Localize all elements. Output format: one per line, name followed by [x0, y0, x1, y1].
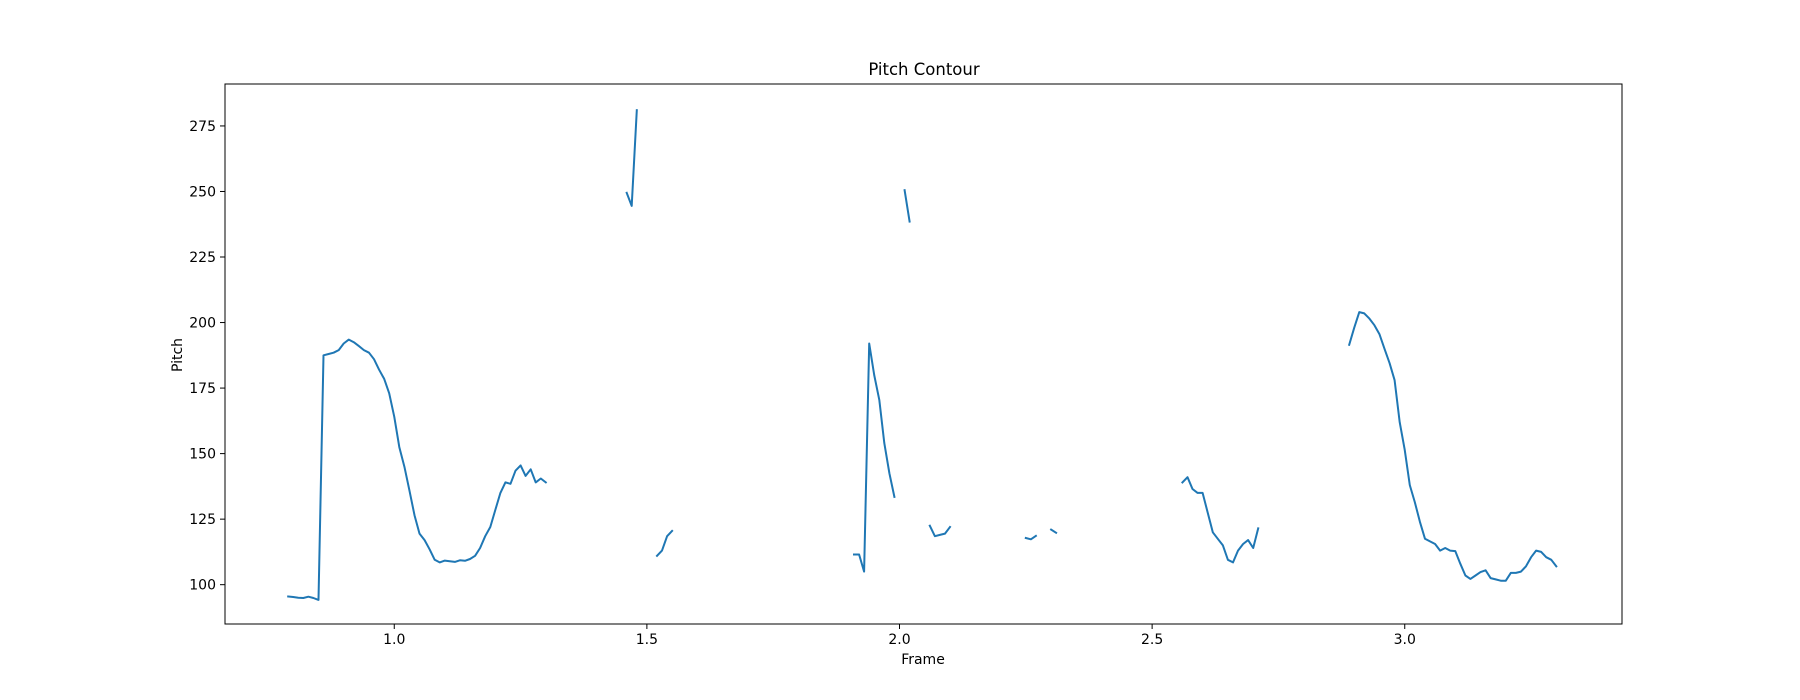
- pitch-segment-5: [903, 189, 911, 223]
- pitch-segment-3: [655, 529, 674, 558]
- x-tick-label: 3.0: [1394, 632, 1416, 648]
- pitch-segment-1: [287, 338, 548, 601]
- y-tick-label: 200: [189, 316, 216, 332]
- y-tick-label: 275: [189, 119, 216, 135]
- chart-title: Pitch Contour: [868, 60, 980, 79]
- pitch-segment-9: [1180, 476, 1260, 564]
- x-tick-label: 1.0: [383, 632, 405, 648]
- pitch-segment-7: [1024, 534, 1038, 541]
- x-tick-label: 2.5: [1141, 632, 1163, 648]
- x-axis: 1.0 1.5 2.0 2.5 3.0: [383, 624, 1416, 648]
- plot-area: [224, 83, 1623, 625]
- y-tick-label: 225: [189, 250, 216, 266]
- y-tick-label: 125: [189, 512, 216, 528]
- pitch-segment-10: [1347, 311, 1558, 582]
- axes-frame: [224, 83, 1623, 625]
- y-axis-label: Pitch: [170, 338, 186, 372]
- x-tick-label: 1.5: [636, 632, 658, 648]
- pitch-series: [287, 109, 1558, 601]
- y-axis: 100 125 150 175 200 225 250 275: [189, 119, 225, 594]
- pitch-segment-6: [928, 524, 952, 538]
- x-tick-label: 2.0: [888, 632, 910, 648]
- pitch-segment-2: [625, 109, 638, 207]
- y-tick-label: 150: [189, 447, 216, 463]
- x-axis-label: Frame: [901, 652, 945, 668]
- y-tick-label: 175: [189, 381, 216, 397]
- y-tick-label: 250: [189, 184, 216, 200]
- pitch-segment-8: [1049, 528, 1058, 535]
- pitch-segment-4: [853, 342, 896, 573]
- y-tick-label: 100: [189, 578, 216, 594]
